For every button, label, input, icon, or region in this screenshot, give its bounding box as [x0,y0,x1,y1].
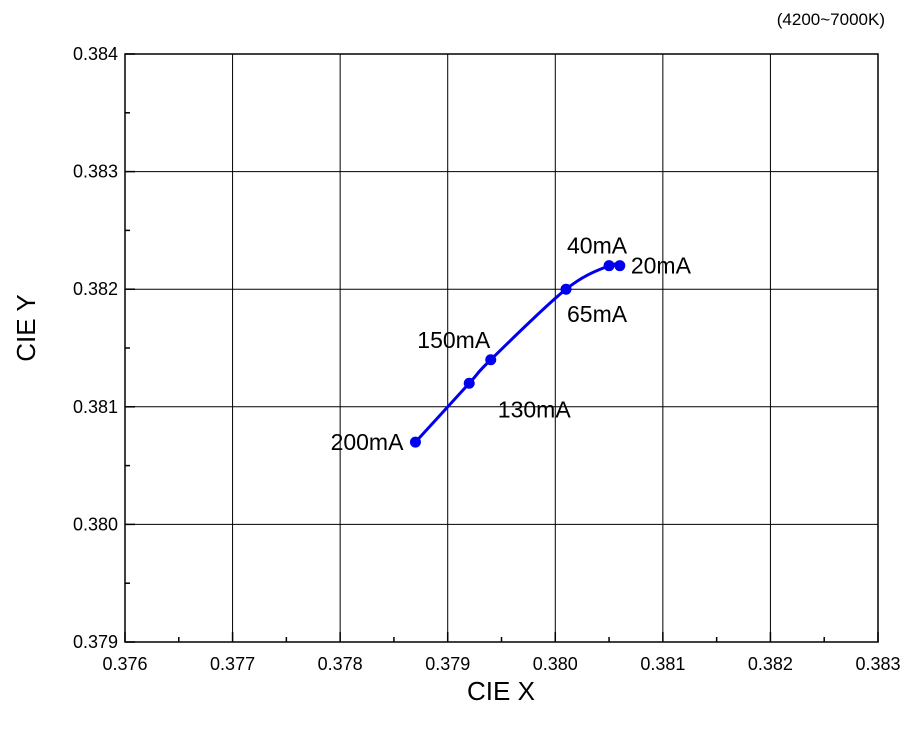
data-point-label: 150mA [417,327,491,353]
data-point [603,260,615,272]
x-tick-label: 0.383 [855,654,900,674]
data-point-label: 200mA [331,429,405,455]
y-tick-label: 0.379 [73,632,118,652]
x-tick-label: 0.381 [640,654,685,674]
x-tick-label: 0.378 [318,654,363,674]
data-point-label: 20mA [631,253,692,279]
chart-subtitle: (4200~7000K) [777,10,885,29]
y-tick-label: 0.384 [73,44,118,64]
axis-ticks [124,53,879,643]
x-tick-label: 0.382 [748,654,793,674]
y-axis-title: CIE Y [11,294,41,361]
y-tick-labels: 0.379 0.380 0.381 0.382 0.383 0.384 [73,44,118,652]
x-tick-label: 0.379 [425,654,470,674]
y-tick-label: 0.381 [73,397,118,417]
data-point [409,436,421,448]
data-point [485,354,497,366]
y-tick-label: 0.383 [73,162,118,182]
data-point-label: 65mA [567,301,628,327]
x-tick-label: 0.377 [210,654,255,674]
data-point [560,283,572,295]
x-axis-title: CIE X [467,676,535,706]
data-point-label: 40mA [567,233,628,259]
series-group [409,260,626,448]
x-tick-label: 0.380 [533,654,578,674]
data-point-label: 130mA [498,396,572,422]
x-tick-label: 0.376 [102,654,147,674]
y-tick-label: 0.382 [73,279,118,299]
x-tick-labels: 0.376 0.377 0.378 0.379 0.380 0.381 0.382 0.383 [102,654,900,674]
y-tick-label: 0.380 [73,514,118,534]
data-point [463,377,475,389]
grid-lines [125,54,878,642]
data-point [614,260,626,272]
